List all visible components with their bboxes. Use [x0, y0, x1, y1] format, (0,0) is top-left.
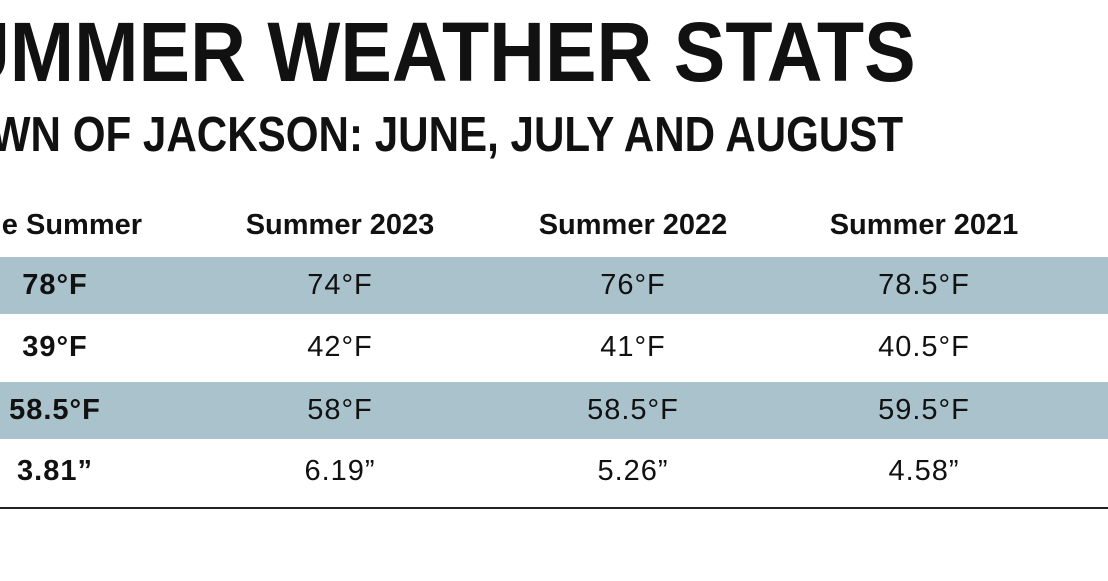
table-cell: 58°F	[307, 394, 373, 426]
table-cell: 4.58”	[888, 455, 960, 487]
table-row: 39°F 42°F 41°F 40.5°F	[0, 319, 1108, 376]
table-cell: 5.26”	[597, 455, 669, 487]
table-header-row: age Summer Summer 2023 Summer 2022 Summe…	[0, 200, 1108, 250]
table-cell: 41°F	[600, 331, 666, 363]
page-subtitle: OWN OF JACKSON: JUNE, JULY AND AUGUST	[0, 108, 904, 162]
column-header-summer-2021: Summer 2021	[829, 208, 1019, 241]
table-row: 78°F 74°F 76°F 78.5°F	[0, 257, 1108, 314]
table-cell: 74°F	[307, 269, 373, 301]
column-header-summer-2023: Summer 2023	[245, 208, 435, 241]
table-cell: 76°F	[600, 269, 666, 301]
table-cell: 39°F	[22, 331, 88, 363]
column-header-summer-2022: Summer 2022	[538, 208, 728, 241]
table-cell: 40.5°F	[878, 331, 970, 363]
table-cell: 78.5°F	[878, 269, 970, 301]
table-row: 3.81” 6.19” 5.26” 4.58”	[0, 443, 1108, 500]
table-cell: 59.5°F	[878, 394, 970, 426]
column-header-average-summer: age Summer	[0, 208, 143, 241]
table-cell: 58.5°F	[9, 394, 101, 426]
table-cell: 58.5°F	[587, 394, 679, 426]
table-cell: 78°F	[22, 269, 88, 301]
table-cell: 42°F	[307, 331, 373, 363]
table-cell: 6.19”	[304, 455, 376, 487]
table-row: 58.5°F 58°F 58.5°F 59.5°F	[0, 382, 1108, 439]
table-cell: 3.81”	[17, 455, 93, 487]
bottom-divider	[0, 507, 1108, 509]
page-title: UMMER WEATHER STATS	[0, 5, 916, 99]
